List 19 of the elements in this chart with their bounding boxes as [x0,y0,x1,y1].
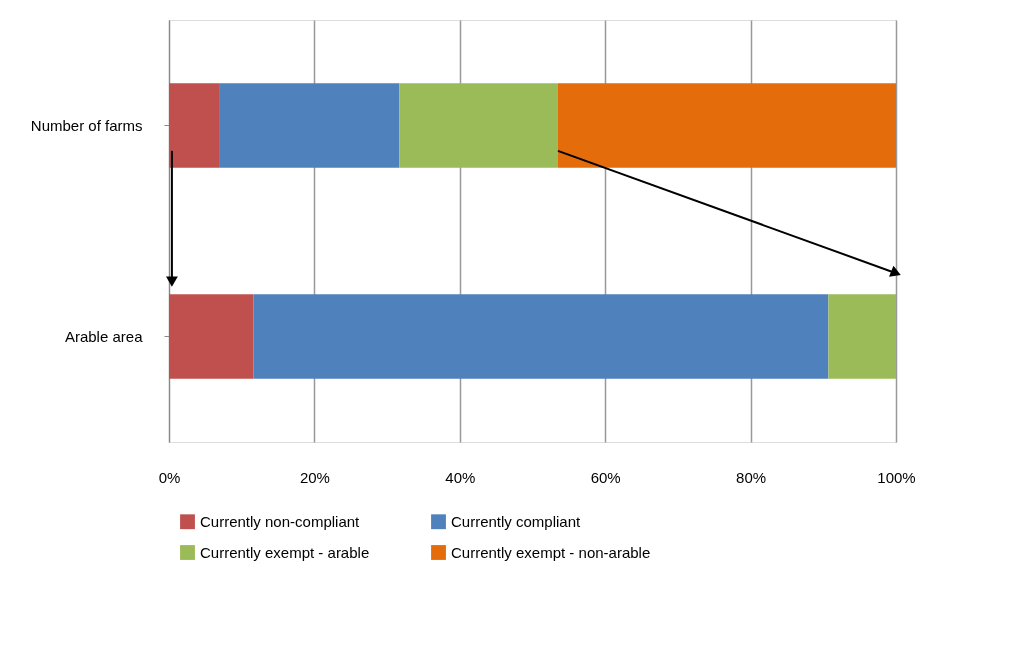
legend-label: Currently exempt - non-arable [451,543,651,561]
x-tick-label: 20% [299,468,330,486]
bar [399,83,558,168]
x-tick-label: 100% [877,468,916,486]
bar [828,294,896,379]
bar [169,83,220,168]
y-tick-label: Arable area [64,327,144,345]
x-tick-label: 60% [590,468,621,486]
bar [169,294,254,379]
legend-label: Currently exempt - arable [200,543,370,561]
bar [253,294,829,379]
legend-label: Currently compliant [451,512,582,530]
y-tick-label: Number of farms [30,116,143,134]
x-tick-label: 80% [736,468,767,486]
x-tick-label: 0% [158,468,181,486]
legend-label: Currently non-compliant [200,512,361,530]
x-tick-label: 40% [445,468,476,486]
bar [557,83,896,168]
bar [219,83,400,168]
